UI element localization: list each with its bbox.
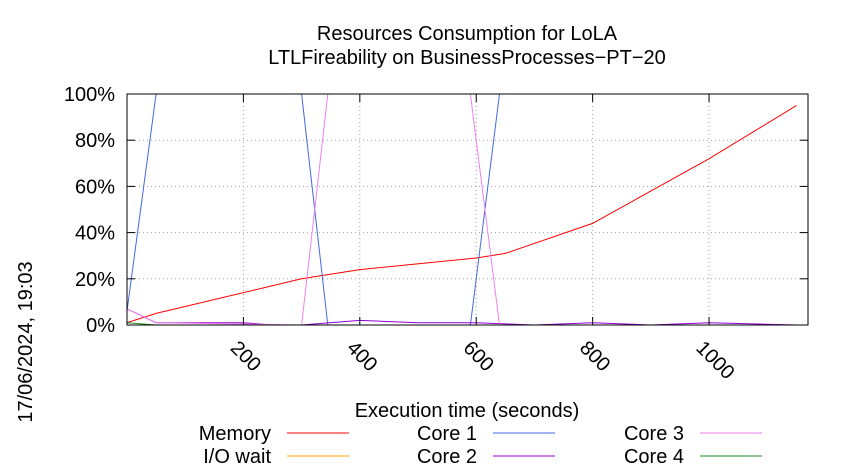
y-tick-label-5: 100% — [64, 84, 115, 106]
y-tick-label-1: 20% — [75, 269, 115, 291]
timestamp-label: 17/06/2024, 19:03 — [15, 261, 37, 422]
x-axis-label: Execution time (seconds) — [355, 400, 580, 422]
series-line-core-1 — [126, 93, 797, 326]
grid — [127, 94, 808, 325]
chart-title-line-1: Resources Consumption for LoLA — [317, 23, 618, 45]
x-tick-label-4: 1000 — [692, 337, 739, 384]
series-lines — [126, 93, 797, 326]
legend-label-core-1: Core 1 — [417, 423, 477, 445]
plot-border — [126, 93, 809, 326]
series-line-memory — [126, 105, 797, 324]
x-tick-label-2: 600 — [459, 337, 498, 376]
x-tick-label-3: 800 — [575, 337, 614, 376]
legend-label-core-3: Core 3 — [624, 423, 684, 445]
x-tick-label-0: 200 — [226, 337, 265, 376]
legend-label-core-2: Core 2 — [417, 446, 477, 468]
y-tick-label-2: 40% — [75, 223, 115, 245]
legend: Memory Core 1 Core 3 I/O wait Core 2 Core 4 — [199, 423, 762, 468]
legend-label-i-o-wait: I/O wait — [203, 446, 271, 468]
series-line-core-3 — [126, 93, 797, 326]
chart-title-line-2: LTLFireability on BusinessProcesses−PT−2… — [268, 47, 666, 69]
y-tick-label-3: 60% — [75, 176, 115, 198]
axis-ticks: 0% 20% 40% 60% 80% 100% 200 400 600 800 1000 — [64, 84, 808, 384]
legend-label-memory: Memory — [199, 423, 271, 445]
y-tick-label-0: 0% — [86, 315, 115, 337]
y-tick-label-4: 80% — [75, 130, 115, 152]
chart-title: Resources Consumption for LoLALTLFireabi… — [268, 23, 666, 69]
legend-label-core-4: Core 4 — [624, 446, 684, 468]
series-line-core-2 — [126, 308, 797, 326]
x-tick-label-1: 400 — [342, 337, 381, 376]
